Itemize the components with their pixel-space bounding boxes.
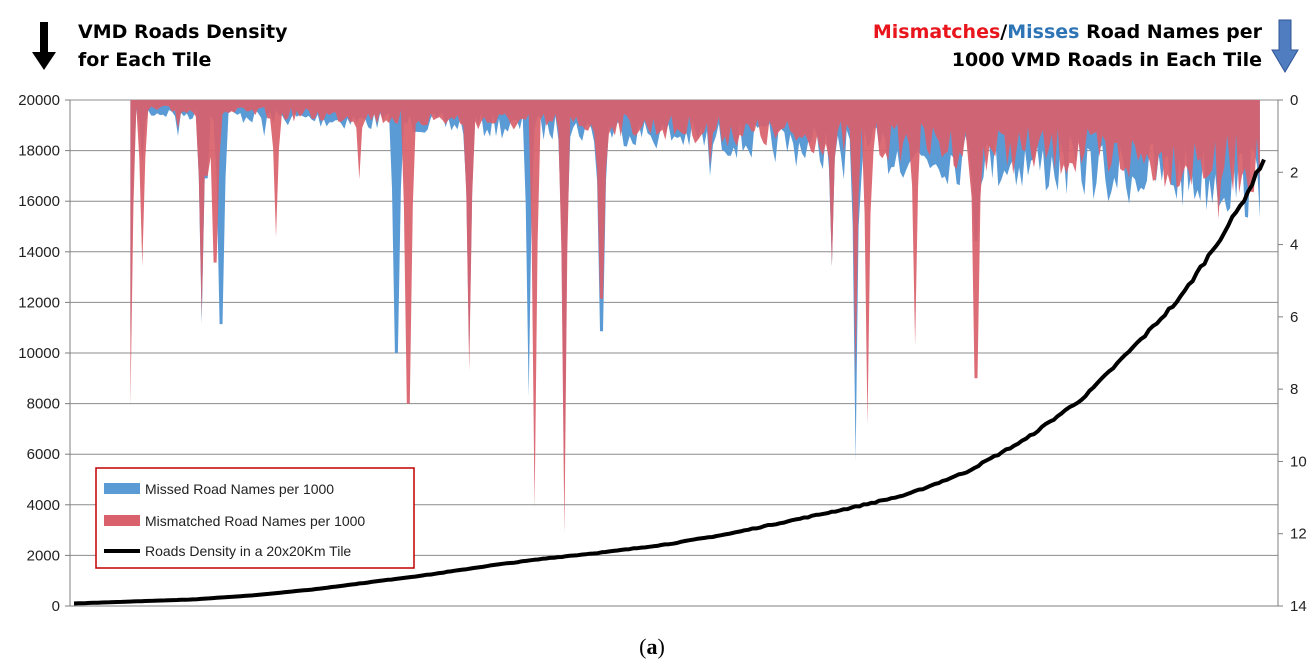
axes xyxy=(65,99,1283,607)
right-title-sep: / xyxy=(1000,21,1007,43)
left-tick-label: 8000 xyxy=(27,396,60,413)
mismatched-series xyxy=(130,100,1260,534)
left-tick-label: 18000 xyxy=(18,143,60,160)
caption-open: ( xyxy=(639,634,646,659)
right-tick-labels: 0 2 4 6 8 10 12 14 xyxy=(1290,92,1307,615)
right-tick-label: 6 xyxy=(1290,309,1298,326)
left-tick-labels: 0 2000 4000 6000 8000 10000 12000 14000 16000 180… xyxy=(18,92,60,615)
left-tick-label: 16000 xyxy=(18,193,60,210)
left-tick-label: 6000 xyxy=(27,446,60,463)
caption-close: ) xyxy=(658,634,665,659)
figure-caption: (a) xyxy=(639,634,665,659)
left-tick-label: 0 xyxy=(52,598,60,615)
left-arrow-icon xyxy=(32,22,56,70)
density-line xyxy=(73,158,1266,606)
missed-area xyxy=(130,100,1260,473)
right-tick-label: 8 xyxy=(1290,381,1298,398)
legend-label-density: Roads Density in a 20x20Km Tile xyxy=(145,543,351,559)
left-tick-label: 20000 xyxy=(18,92,60,109)
right-tick-label: 2 xyxy=(1290,164,1298,181)
legend-label-mismatched: Mismatched Road Names per 1000 xyxy=(145,513,365,529)
missed-series xyxy=(130,100,1260,473)
legend-label-missed: Missed Road Names per 1000 xyxy=(145,481,334,497)
left-axis-title-line1: VMD Roads Density xyxy=(78,21,288,43)
right-axis-title-line2: 1000 VMD Roads in Each Tile xyxy=(952,49,1262,71)
left-tick-label: 4000 xyxy=(27,497,60,514)
right-tick-label: 0 xyxy=(1290,92,1298,109)
left-tick-label: 10000 xyxy=(18,345,60,362)
legend-swatch-missed xyxy=(104,483,140,494)
right-axis-title: Mismatches/Misses Road Names per 1000 VM… xyxy=(873,19,1299,73)
legend-box xyxy=(95,467,415,569)
right-title-rest: Road Names per xyxy=(1079,21,1262,43)
right-tick-label: 4 xyxy=(1290,237,1298,254)
right-title-misses: Misses xyxy=(1007,21,1079,43)
legend-swatch-mismatched xyxy=(104,515,140,526)
mismatched-area xyxy=(130,100,1260,534)
left-tick-label: 2000 xyxy=(27,547,60,564)
right-title-mismatches: Mismatches xyxy=(873,21,1000,43)
right-tick-label: 12 xyxy=(1290,526,1307,543)
right-tick-label: 14 xyxy=(1290,598,1307,615)
left-axis-title-line2: for Each Tile xyxy=(78,49,211,71)
left-tick-label: 12000 xyxy=(18,294,60,311)
caption-letter: a xyxy=(647,634,658,659)
legend: Missed Road Names per 1000 Mismatched Ro… xyxy=(95,467,415,569)
right-arrow-icon xyxy=(1271,19,1299,73)
left-axis-title: VMD Roads Density for Each Tile xyxy=(32,21,288,71)
left-tick-label: 14000 xyxy=(18,244,60,261)
right-tick-label: 10 xyxy=(1290,453,1307,470)
density-series xyxy=(73,158,1266,606)
right-axis-title-line1: Mismatches/Misses Road Names per xyxy=(873,21,1263,43)
